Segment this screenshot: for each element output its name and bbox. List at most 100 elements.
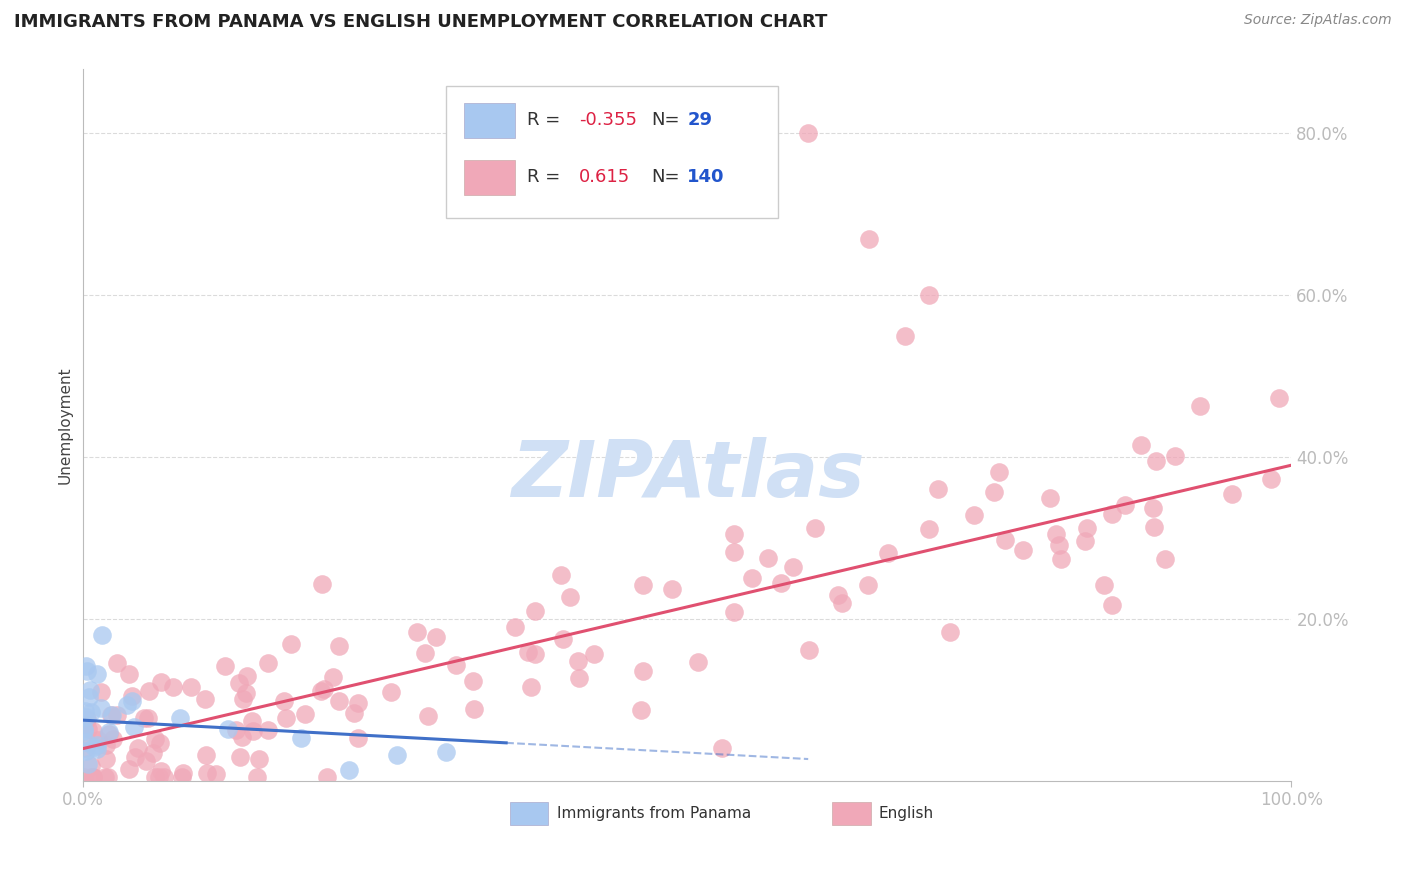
Point [413, 646, 436, 660]
Point [86, 667, 108, 681]
Point [231, 731, 253, 745]
Point [143, 732, 166, 747]
Point [1092, 578, 1115, 592]
Point [1047, 538, 1070, 552]
Point [797, 643, 820, 657]
Point [631, 577, 654, 591]
Point [153, 770, 176, 784]
Point [247, 752, 270, 766]
Point [77, 722, 100, 736]
Text: IMMIGRANTS FROM PANAMA VS ENGLISH UNEMPLOYMENT CORRELATION CHART: IMMIGRANTS FROM PANAMA VS ENGLISH UNEMPL… [14, 13, 828, 31]
Point [75, 659, 97, 673]
Point [463, 702, 485, 716]
Point [1260, 472, 1282, 486]
Point [162, 680, 184, 694]
Point [723, 545, 745, 559]
Point [138, 684, 160, 698]
Point [121, 694, 143, 708]
Point [337, 763, 360, 777]
Point [150, 764, 173, 779]
Point [1101, 507, 1123, 521]
Point [77, 690, 100, 704]
Point [217, 722, 239, 736]
Point [274, 711, 297, 725]
Point [756, 551, 779, 566]
Point [927, 482, 949, 496]
Point [1130, 437, 1153, 451]
Point [75, 705, 97, 719]
Point [149, 736, 172, 750]
Text: ZIPAtlas: ZIPAtlas [510, 436, 865, 513]
Text: R =: R = [527, 168, 560, 186]
Point [273, 694, 295, 708]
Point [132, 710, 155, 724]
Point [96, 770, 118, 784]
Point [127, 740, 149, 755]
Point [149, 674, 172, 689]
Point [405, 625, 427, 640]
Point [918, 522, 941, 536]
Point [73, 723, 96, 738]
Point [1101, 598, 1123, 612]
Point [782, 560, 804, 574]
Point [723, 605, 745, 619]
Point [994, 533, 1017, 547]
Point [172, 766, 194, 780]
Point [96, 752, 118, 766]
Point [124, 749, 146, 764]
Point [205, 767, 228, 781]
Point [804, 521, 827, 535]
Point [797, 126, 820, 140]
Point [444, 657, 467, 672]
Point [135, 754, 157, 768]
Point [309, 684, 332, 698]
Point [240, 714, 263, 729]
Point [232, 692, 254, 706]
Point [723, 526, 745, 541]
Point [831, 596, 853, 610]
Point [82, 770, 104, 784]
Point [76, 712, 98, 726]
Point [1114, 498, 1136, 512]
Point [631, 665, 654, 679]
Point [688, 655, 710, 669]
Point [347, 731, 370, 745]
Point [769, 576, 792, 591]
Point [520, 681, 543, 695]
Point [75, 741, 97, 756]
Point [503, 620, 526, 634]
Point [105, 656, 128, 670]
Point [228, 676, 250, 690]
Point [741, 571, 763, 585]
Point [235, 685, 257, 699]
Point [523, 647, 546, 661]
Point [77, 757, 100, 772]
Point [963, 508, 986, 522]
Point [256, 723, 278, 737]
Point [1143, 520, 1166, 534]
Point [121, 690, 143, 704]
Point [524, 604, 547, 618]
Point [73, 723, 96, 737]
Point [517, 645, 540, 659]
Point [1039, 491, 1062, 505]
Point [75, 735, 97, 749]
Point [170, 770, 193, 784]
Point [343, 706, 366, 720]
Point [1049, 552, 1071, 566]
Point [98, 725, 121, 739]
Point [661, 582, 683, 596]
Point [180, 680, 202, 694]
Point [567, 654, 589, 668]
Point [938, 625, 960, 640]
Point [73, 770, 96, 784]
Point [856, 578, 879, 592]
Point [83, 739, 105, 754]
Point [90, 701, 112, 715]
FancyBboxPatch shape [832, 802, 870, 825]
Point [314, 682, 336, 697]
FancyBboxPatch shape [446, 87, 778, 219]
Text: N=: N= [651, 168, 679, 186]
Point [551, 632, 574, 647]
Point [194, 692, 217, 706]
